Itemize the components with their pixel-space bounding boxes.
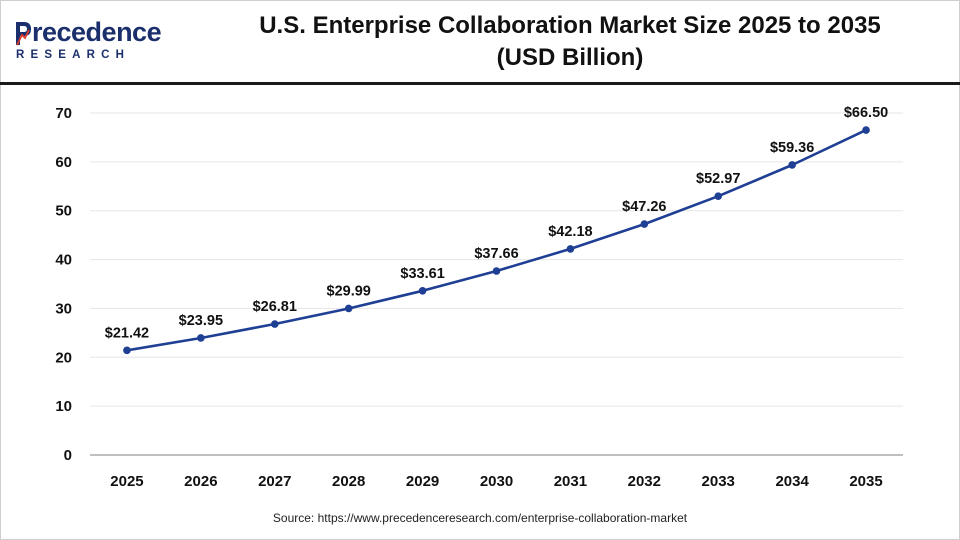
data-label: $59.36	[770, 140, 814, 156]
x-tick-label: 2032	[628, 473, 661, 490]
x-tick-label: 2027	[258, 473, 291, 490]
x-tick-label: 2035	[849, 473, 882, 490]
chart-title-line-2: (USD Billion)	[496, 44, 644, 71]
logo-sub-text: RESEARCH	[16, 49, 131, 61]
logo-p-mark-icon	[14, 20, 32, 46]
data-point	[123, 346, 131, 355]
y-tick-label: 10	[55, 398, 72, 415]
y-tick-label: 60	[55, 154, 72, 171]
grid-lines	[90, 112, 903, 407]
data-point	[344, 304, 353, 313]
data-point	[788, 161, 796, 169]
x-tick-label: 2026	[184, 473, 217, 490]
y-tick-label: 40	[55, 252, 72, 269]
series-line	[126, 128, 867, 352]
x-axis-ticks: 2025 2026 2027 2028 2029 2030 2031 2032 2033 2034…	[110, 473, 882, 490]
y-tick-label: 0	[64, 447, 72, 464]
precedence-research-logo: recedence RESEARCH	[14, 18, 174, 66]
header: recedence RESEARCH U.S. Enterprise Colla…	[0, 0, 960, 82]
data-point	[862, 126, 870, 134]
data-label: $52.97	[696, 171, 740, 187]
x-tick-label: 2033	[702, 473, 735, 490]
data-point	[566, 245, 575, 253]
data-label: $21.42	[105, 325, 149, 341]
data-point	[270, 320, 279, 328]
x-tick-label: 2034	[775, 473, 809, 490]
logo-main-text: recedence	[32, 17, 162, 47]
x-tick-label: 2030	[480, 473, 513, 490]
y-tick-label: 50	[55, 203, 72, 220]
y-axis-ticks: 0 10 20 30 40 50 60 70	[55, 105, 72, 464]
data-label: $26.81	[253, 299, 297, 315]
data-label: $37.66	[474, 246, 518, 262]
source-note: Source: https://www.precedenceresearch.c…	[272, 511, 688, 525]
y-tick-label: 30	[55, 300, 72, 317]
data-point	[418, 286, 427, 295]
data-label: $29.99	[327, 283, 371, 299]
data-point	[197, 334, 205, 342]
header-divider	[0, 82, 960, 85]
x-tick-label: 2025	[110, 473, 143, 490]
data-point	[492, 267, 501, 275]
data-label: $33.61	[400, 266, 444, 282]
data-label: $47.26	[622, 199, 666, 215]
chart-title: U.S. Enterprise Collaboration Market Siz…	[190, 10, 950, 74]
chart-title-line-1: U.S. Enterprise Collaboration Market Siz…	[259, 12, 881, 39]
x-tick-label: 2031	[554, 473, 587, 490]
data-points	[123, 126, 870, 355]
logo-wordmark: recedence	[14, 17, 162, 47]
data-point	[640, 220, 649, 228]
data-labels: $21.42 $23.95 $26.81 $29.99 $33.61 $37.66 $42.…	[105, 105, 888, 341]
x-tick-label: 2028	[332, 473, 365, 490]
data-label: $42.18	[548, 224, 592, 240]
y-tick-label: 70	[55, 105, 72, 122]
x-tick-label: 2029	[406, 473, 439, 490]
y-tick-label: 20	[55, 349, 72, 366]
data-label: $23.95	[179, 313, 223, 329]
data-label: $66.50	[844, 105, 888, 121]
data-point	[714, 192, 723, 201]
